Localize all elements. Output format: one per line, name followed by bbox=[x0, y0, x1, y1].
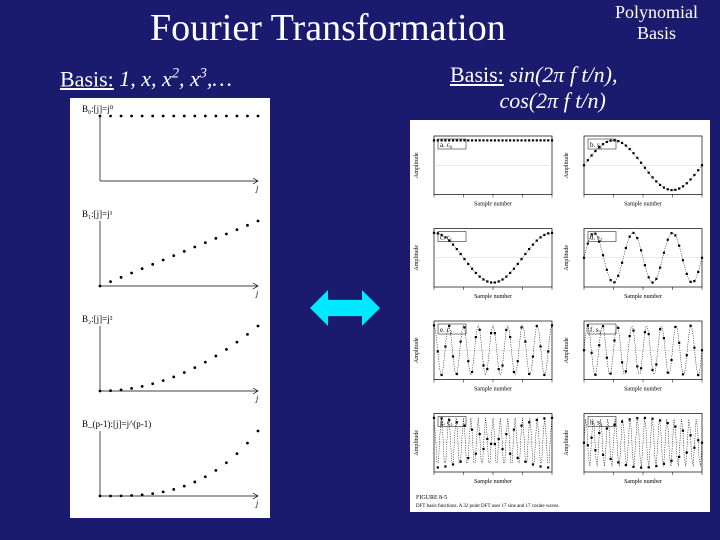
svg-text:j: j bbox=[255, 184, 259, 193]
svg-text:DFT basis functions. A 32 poin: DFT basis functions. A 32 point DFT uses… bbox=[416, 504, 560, 509]
svg-text:Sample number: Sample number bbox=[474, 202, 512, 208]
svg-text:Sample number: Sample number bbox=[624, 202, 662, 208]
svg-text:B₀:[j]=j⁰: B₀:[j]=j⁰ bbox=[82, 104, 114, 114]
corner-line1: Polynomial bbox=[615, 2, 698, 22]
svg-text:f. s₃: f. s₃ bbox=[590, 326, 602, 334]
svg-text:j: j bbox=[255, 499, 259, 508]
right-basis-label: Basis: sin(2π f t/n), cos(2π f t/n) bbox=[450, 62, 617, 115]
svg-text:Amplitude: Amplitude bbox=[564, 245, 570, 271]
polynomial-basis-panel: B₀:[j]=j⁰ j B₁:[j]=j¹ j B₂:[j]=j² j B_(p-1):[j… bbox=[70, 98, 270, 518]
svg-text:Amplitude: Amplitude bbox=[414, 430, 420, 456]
fourier-chart: a. c₀ Amplitude Sample number b. s₁ Amplitud… bbox=[410, 120, 710, 512]
svg-text:Sample number: Sample number bbox=[474, 479, 512, 485]
left-basis-funcs: 1, x, x2, x3,… bbox=[119, 66, 232, 91]
corner-label: Polynomial Basis bbox=[615, 2, 698, 43]
svg-text:B₁:[j]=j¹: B₁:[j]=j¹ bbox=[82, 209, 113, 219]
svg-text:FIGURE 8-5: FIGURE 8-5 bbox=[416, 495, 447, 501]
svg-text:Sample number: Sample number bbox=[474, 294, 512, 300]
svg-text:Sample number: Sample number bbox=[474, 387, 512, 393]
left-basis-label: Basis: 1, x, x2, x3,… bbox=[60, 66, 232, 92]
svg-text:B₂:[j]=j²: B₂:[j]=j² bbox=[82, 314, 113, 324]
svg-text:B_(p-1):[j]=j^(p-1): B_(p-1):[j]=j^(p-1) bbox=[82, 419, 151, 429]
svg-text:a. c₀: a. c₀ bbox=[440, 141, 453, 149]
svg-text:Amplitude: Amplitude bbox=[564, 430, 570, 456]
svg-text:Sample number: Sample number bbox=[624, 479, 662, 485]
svg-text:Sample number: Sample number bbox=[624, 294, 662, 300]
svg-text:Amplitude: Amplitude bbox=[564, 337, 570, 363]
polynomial-chart: B₀:[j]=j⁰ j B₁:[j]=j¹ j B₂:[j]=j² j B_(p-1):[j… bbox=[70, 98, 270, 518]
page-title: Fourier Transformation bbox=[150, 6, 506, 50]
svg-text:b. s₁: b. s₁ bbox=[590, 141, 602, 149]
svg-text:j: j bbox=[255, 289, 259, 298]
right-basis-word: Basis: bbox=[450, 62, 504, 87]
svg-text:Amplitude: Amplitude bbox=[414, 245, 420, 271]
svg-text:Sample number: Sample number bbox=[624, 387, 662, 393]
svg-text:Amplitude: Amplitude bbox=[414, 152, 420, 178]
svg-text:Amplitude: Amplitude bbox=[414, 337, 420, 363]
svg-text:Amplitude: Amplitude bbox=[564, 152, 570, 178]
corner-line2: Basis bbox=[637, 23, 676, 43]
svg-text:j: j bbox=[255, 394, 259, 403]
svg-text:e. c₂: e. c₂ bbox=[440, 326, 453, 334]
double-arrow-icon bbox=[310, 290, 380, 326]
left-basis-word: Basis: bbox=[60, 66, 114, 91]
fourier-basis-panel: a. c₀ Amplitude Sample number b. s₁ Amplitud… bbox=[410, 120, 710, 512]
